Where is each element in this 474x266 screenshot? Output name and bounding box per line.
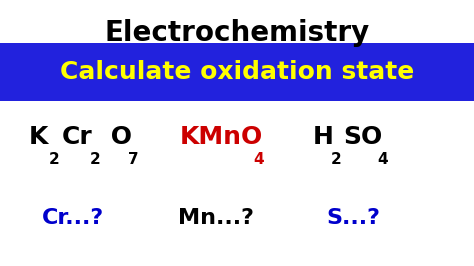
Text: 2: 2 xyxy=(331,152,342,167)
Text: KMnO: KMnO xyxy=(180,125,264,149)
Text: Electrochemistry: Electrochemistry xyxy=(104,19,370,47)
Bar xyxy=(0,43,474,101)
Text: O: O xyxy=(102,125,132,149)
Text: SO: SO xyxy=(343,125,383,149)
Text: K: K xyxy=(28,125,48,149)
Text: Cr: Cr xyxy=(62,125,92,149)
Text: 4: 4 xyxy=(254,152,264,167)
Text: Calculate oxidation state: Calculate oxidation state xyxy=(60,60,414,84)
Text: 7: 7 xyxy=(128,152,139,167)
Text: Cr...?: Cr...? xyxy=(42,208,105,228)
Text: 2: 2 xyxy=(48,152,59,167)
Text: H: H xyxy=(313,125,334,149)
Text: Mn...?: Mn...? xyxy=(178,208,254,228)
Text: 2: 2 xyxy=(90,152,101,167)
Text: S...?: S...? xyxy=(326,208,380,228)
Text: 4: 4 xyxy=(377,152,388,167)
